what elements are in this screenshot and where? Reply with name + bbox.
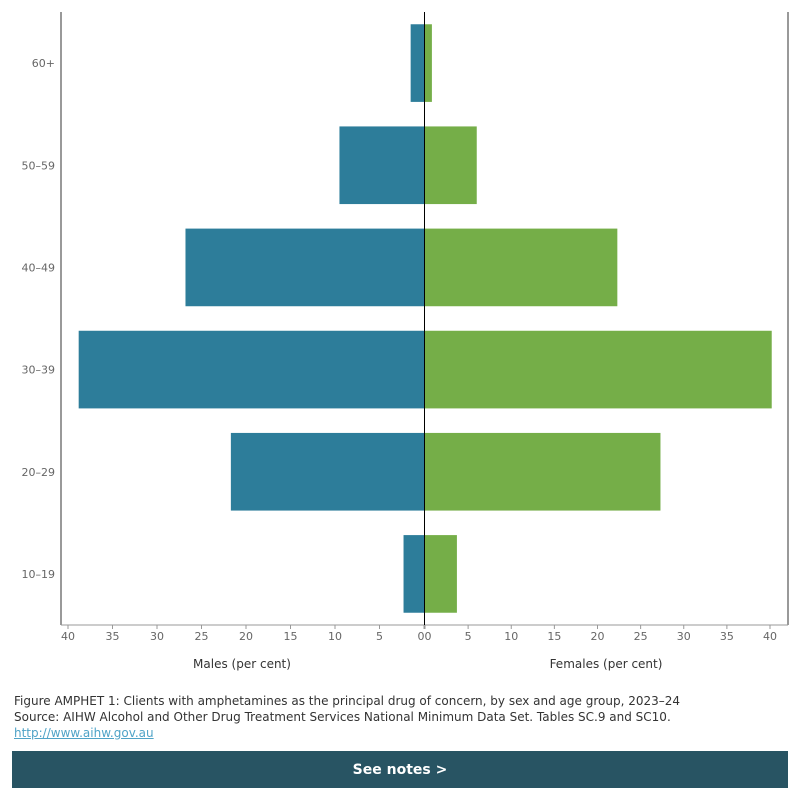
x-axis-title-females: Females (per cent) [550, 657, 663, 671]
x-tick-label-males: 5 [376, 630, 383, 643]
male-bar [339, 126, 424, 205]
female-bar [425, 24, 432, 102]
population-pyramid-chart: 60+ 50–59 40–49 30–39 20–29 10–19 40 35 30 25 20 15… [22, 12, 789, 671]
x-tick-label-females: 30 [677, 630, 691, 643]
y-tick-label: 60+ [32, 57, 55, 70]
x-tick-label-males: 0 [418, 630, 425, 643]
x-tick-label-females: 25 [634, 630, 648, 643]
female-bar [425, 228, 618, 307]
x-tick-label-females: 35 [720, 630, 734, 643]
male-bar [230, 432, 424, 511]
x-tick-label-males: 25 [195, 630, 209, 643]
y-tick-label: 20–29 [22, 466, 56, 479]
x-tick-label-males: 35 [106, 630, 120, 643]
x-tick-label-males: 15 [284, 630, 298, 643]
figure-caption: Figure AMPHET 1: Clients with amphetamin… [14, 693, 784, 741]
y-tick-label: 50–59 [22, 159, 56, 172]
y-tick-label: 30–39 [22, 364, 56, 377]
male-bar [185, 228, 424, 307]
male-bar [403, 535, 424, 613]
female-bar [425, 330, 772, 409]
see-notes-button[interactable]: See notes > [12, 751, 788, 788]
male-bar [78, 330, 425, 409]
male-bar [410, 24, 424, 102]
female-bar [425, 432, 661, 511]
x-tick-label-males: 40 [61, 630, 75, 643]
x-tick-label-males: 10 [328, 630, 342, 643]
x-tick-label-females: 5 [465, 630, 472, 643]
x-tick-label-males: 20 [239, 630, 253, 643]
figure-source: Source: AIHW Alcohol and Other Drug Trea… [14, 710, 671, 724]
x-tick-label-females: 0 [425, 630, 432, 643]
y-tick-label: 40–49 [22, 261, 56, 274]
female-bar [425, 126, 477, 205]
x-tick-label-females: 40 [763, 630, 777, 643]
figure-title: Figure AMPHET 1: Clients with amphetamin… [14, 694, 680, 708]
female-bar [425, 535, 457, 613]
y-tick-label: 10–19 [22, 568, 56, 581]
x-tick-label-males: 30 [150, 630, 164, 643]
aihw-link[interactable]: http://www.aihw.gov.au [14, 726, 154, 740]
x-axis-title-males: Males (per cent) [193, 657, 291, 671]
x-tick-label-females: 15 [547, 630, 561, 643]
x-tick-label-females: 20 [591, 630, 605, 643]
x-tick-label-females: 10 [504, 630, 518, 643]
